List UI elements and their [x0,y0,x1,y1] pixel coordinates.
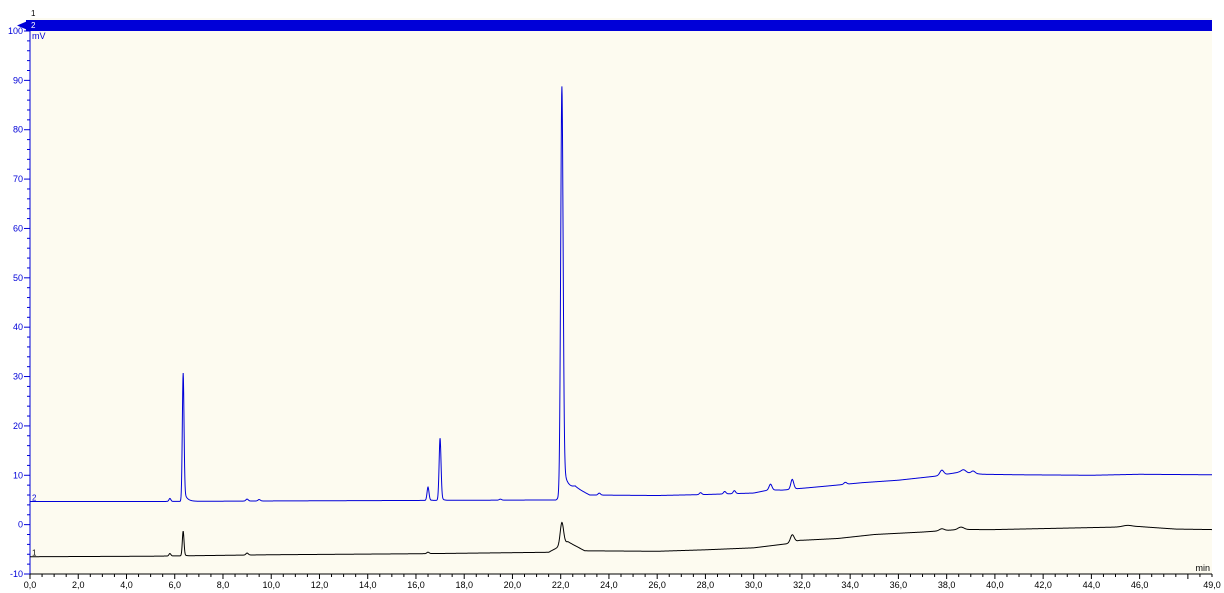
x-tick-label: 32,0 [793,580,811,590]
x-tick-label: 40,0 [986,580,1004,590]
y-tick-label: 20 [13,421,23,431]
x-tick-label: 12,0 [311,580,329,590]
traces: 12 [30,86,1212,558]
plot-area [30,18,1212,574]
x-tick-label: 30,0 [745,580,763,590]
x-tick-label: 16,0 [407,580,425,590]
y-tick-label: -10 [10,569,23,579]
y-axis-unit: mV [32,31,46,41]
trace-2-line [30,86,1212,502]
y-tick-label: 50 [13,273,23,283]
trace-1-label: 1 [32,549,37,558]
y-tick-label: 90 [13,75,23,85]
y-tick-label: 10 [13,470,23,480]
x-tick-label: 28,0 [697,580,715,590]
y-tick-label: 100 [8,26,23,36]
x-tick-label: 14,0 [359,580,377,590]
x-tick-label: 4,0 [120,580,133,590]
x-axis: 0,0 2,0 4,0 6,0 8,0 10,0 12,0 14,0 16,0 18,0 20,0 2… [24,573,1221,590]
top-marker-bar[interactable] [26,20,1212,31]
x-axis-unit: min [1195,563,1210,573]
y-tick-label: 30 [13,372,23,382]
x-tick-label: 42,0 [1034,580,1052,590]
x-tick-label: 20,0 [504,580,522,590]
trace-1-line [30,521,1212,558]
x-tick-label: 26,0 [648,580,666,590]
y-axis: -10 0 10 20 30 40 50 60 70 80 90 100 [8,26,31,579]
x-tick-label: 0,0 [24,580,37,590]
y-tick-label: 0 [18,520,23,530]
top-marker-label-2: 2 [31,21,36,30]
x-tick-label: 2,0 [72,580,85,590]
top-marker-arrow[interactable] [17,20,30,31]
x-tick-label: 38,0 [938,580,956,590]
x-tick-label: 44,0 [1083,580,1101,590]
y-tick-label: 80 [13,125,23,135]
x-tick-label: 24,0 [600,580,618,590]
x-tick-label: 10,0 [262,580,280,590]
x-tick-label: 49,0 [1203,580,1221,590]
x-tick-label: 6,0 [168,580,181,590]
x-tick-label: 46,0 [1131,580,1149,590]
trace-2-label: 2 [32,493,37,502]
x-tick-label: 18,0 [455,580,473,590]
top-marker-label-1: 1 [31,9,36,18]
x-tick-label: 34,0 [841,580,859,590]
x-tick-label: 36,0 [890,580,908,590]
x-tick-label: 8,0 [217,580,230,590]
y-tick-label: 70 [13,174,23,184]
y-tick-label: 60 [13,223,23,233]
x-tick-label: 22,0 [552,580,570,590]
y-tick-label: 40 [13,322,23,332]
